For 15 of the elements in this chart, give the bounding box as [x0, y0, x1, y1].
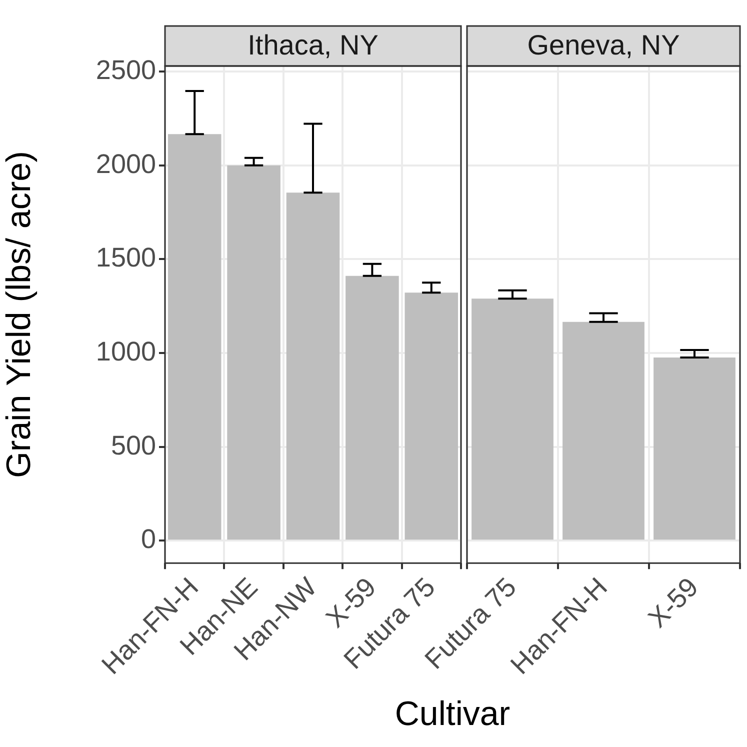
x-axis-title: Cultivar [394, 695, 512, 734]
y-tick-label: 2000 [96, 148, 156, 179]
y-tick-label: 1000 [96, 336, 156, 366]
chart-title: Ithaca, NY [248, 30, 379, 61]
y-tick-label: 1500 [96, 242, 156, 273]
chart-title: Geneva, NY [527, 30, 680, 61]
y-tick-label: 2500 [96, 55, 156, 86]
bar [286, 192, 340, 540]
bar [346, 276, 399, 540]
bar [227, 165, 280, 540]
y-tick-label: 500 [110, 430, 156, 460]
bar [404, 292, 458, 540]
y-axis-title: Grain Yield (lbs/ acre) [0, 151, 38, 478]
bar [168, 134, 222, 540]
y-tick-label: 0 [140, 524, 156, 554]
